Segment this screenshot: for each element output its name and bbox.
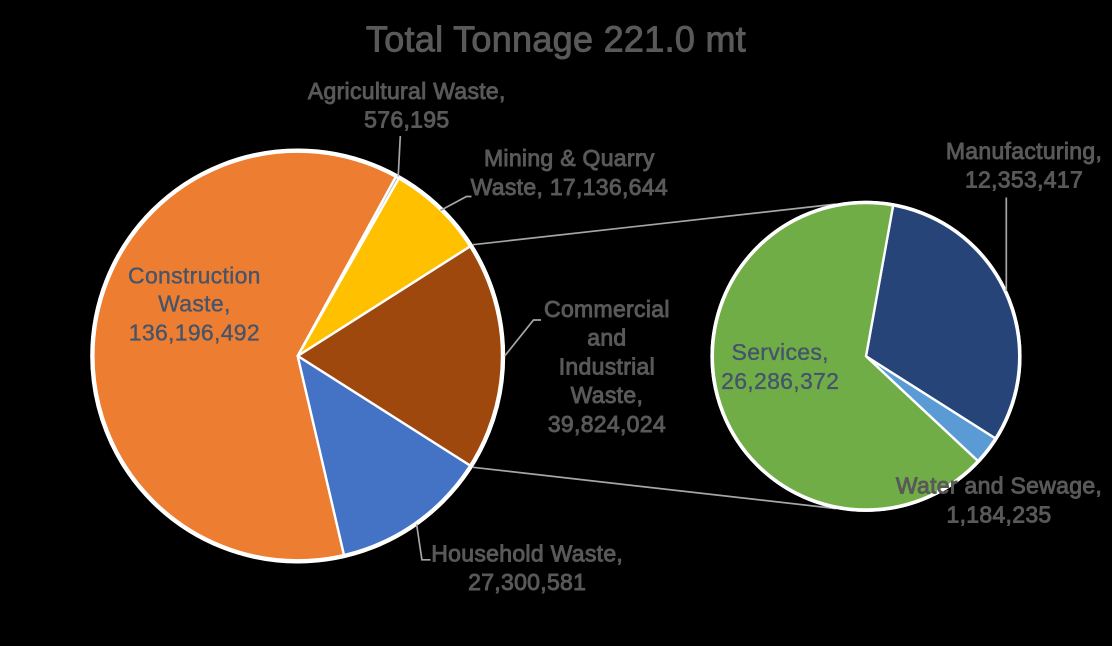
- svg-text:576,195: 576,195: [364, 107, 449, 133]
- svg-text:Agricultural Waste,: Agricultural Waste,: [308, 78, 506, 104]
- svg-text:26,286,372: 26,286,372: [721, 368, 839, 394]
- svg-text:Construction: Construction: [128, 262, 261, 288]
- svg-text:Waste,: Waste,: [158, 291, 231, 317]
- svg-text:136,196,492: 136,196,492: [129, 319, 260, 345]
- svg-text:Waste, 17,136,644: Waste, 17,136,644: [471, 174, 668, 200]
- svg-text:Industrial: Industrial: [559, 353, 655, 379]
- svg-text:Manufacturing,: Manufacturing,: [946, 138, 1102, 164]
- svg-text:Mining & Quarry: Mining & Quarry: [484, 145, 655, 171]
- svg-text:39,824,024: 39,824,024: [548, 411, 666, 437]
- svg-text:Commercial: Commercial: [544, 296, 670, 322]
- svg-text:Waste,: Waste,: [571, 382, 644, 408]
- svg-text:and: and: [587, 325, 626, 351]
- svg-text:Water and Sewage,: Water and Sewage,: [896, 472, 1102, 498]
- svg-text:12,353,417: 12,353,417: [965, 166, 1083, 192]
- svg-text:1,184,235: 1,184,235: [946, 502, 1051, 528]
- svg-text:27,300,581: 27,300,581: [468, 569, 586, 595]
- svg-text:Household Waste,: Household Waste,: [431, 541, 623, 567]
- svg-text:Total Tonnage 221.0 mt: Total Tonnage 221.0 mt: [366, 19, 746, 60]
- svg-text:Services,: Services,: [732, 339, 829, 365]
